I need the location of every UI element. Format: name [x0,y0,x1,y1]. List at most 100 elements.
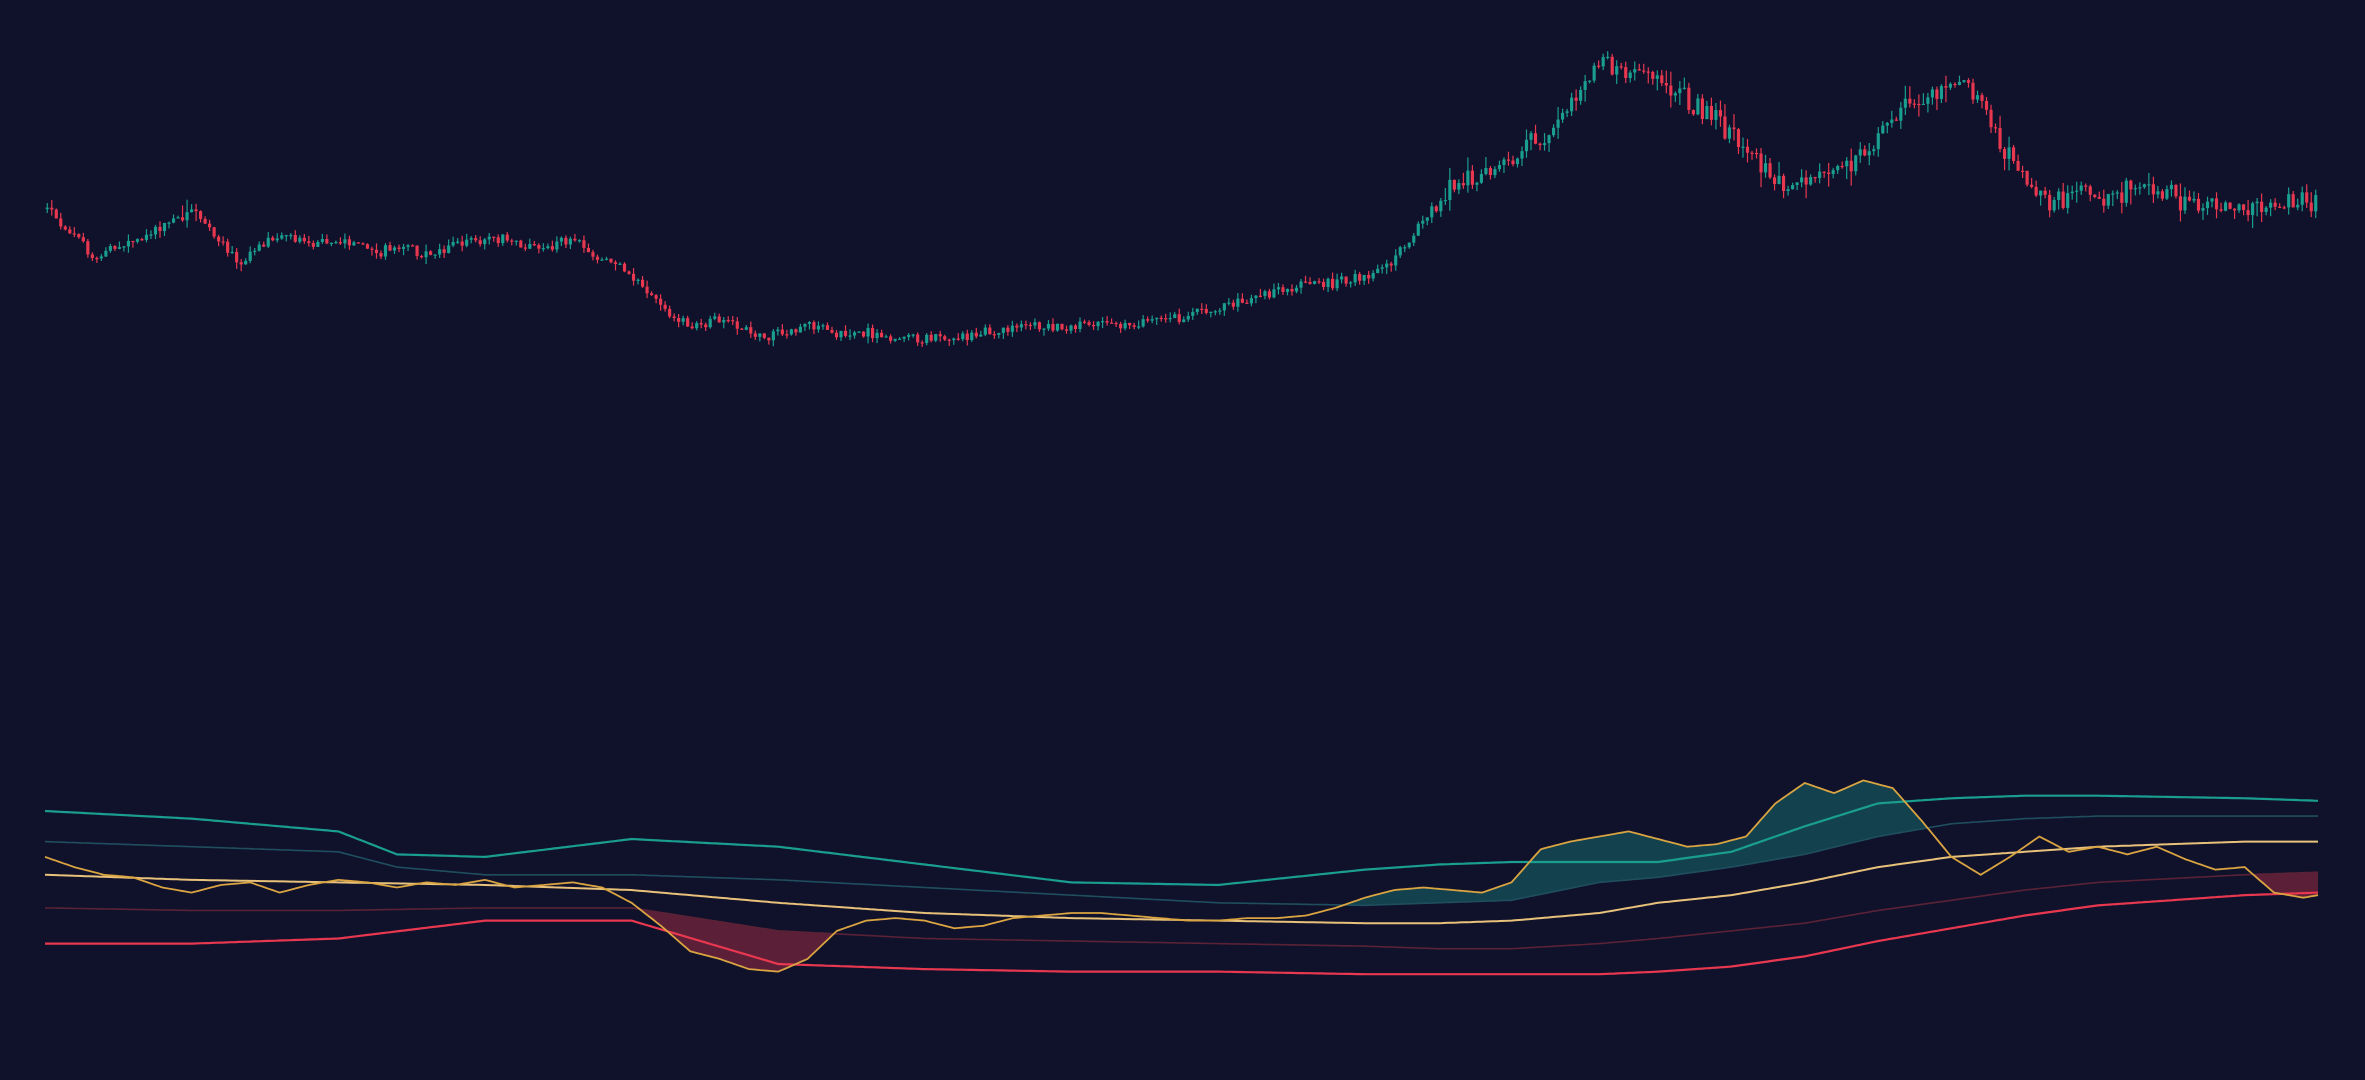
candle [1858,142,1862,163]
candle [821,323,825,330]
candle-body [1371,273,1375,279]
candle [2088,184,2092,202]
candle-body [1551,127,1556,136]
candle-body [1046,323,1051,329]
candle [2282,205,2286,210]
candle-body [1872,149,1876,152]
candle [140,237,144,241]
candle [771,329,775,347]
candle [338,237,342,245]
candle [2097,191,2101,200]
candle-body [1110,322,1114,324]
candle-body [442,249,446,253]
candle-body [1132,325,1136,327]
candle-body [1064,329,1069,331]
candle [1362,274,1366,286]
candle-body [2016,160,2020,171]
candle [1894,116,1898,122]
candle-body [1975,95,1980,100]
candle [1249,294,1253,307]
candle-body [1948,83,1953,88]
indicator-panel [44,779,2319,976]
candle [898,337,902,340]
candle-body [1015,325,1019,328]
candle [1664,70,1668,94]
candle [1340,272,1344,284]
candle [645,280,649,299]
candle [2178,183,2183,222]
candle-body [212,227,216,237]
candle-body [1010,325,1014,332]
candle-body [2264,207,2268,212]
candle [1281,284,1285,295]
candle-body [668,308,672,317]
candle [1019,320,1023,332]
candle-body [239,262,243,265]
candle-body [1191,312,1195,316]
candle-body [492,236,496,238]
candle-body [2057,191,2061,200]
candle [938,330,942,342]
candle [1763,154,1768,178]
candle [1218,308,1222,315]
candle-body [1159,317,1163,320]
candle-body [244,260,248,265]
candle-body [189,209,194,213]
candle [104,247,108,257]
candle-body [1998,128,2002,149]
candle [1037,321,1042,332]
candle-body [113,246,117,249]
candle-body [843,330,848,336]
candle-body [776,329,780,332]
candle-body [86,241,90,255]
candle [1772,174,1777,191]
candle [1642,63,1646,74]
candle [1885,121,1889,134]
candle [1475,181,1479,192]
candle-body [1308,281,1312,284]
candle-body [1240,298,1244,303]
candle-body [1953,83,1957,86]
candle [2260,193,2264,223]
candle [2079,181,2083,195]
candle [884,334,888,338]
candle [2061,182,2065,210]
candle-body [1105,321,1109,323]
candle [2120,181,2124,214]
candle-body [1195,308,1199,313]
candle [1141,315,1145,328]
candle-body [487,236,491,240]
candle [1759,147,1763,188]
candle [2264,205,2268,216]
candle [2021,165,2025,178]
candle-body [1809,177,1813,185]
candle [546,243,550,250]
candle-body [1619,66,1623,68]
candle-body [54,209,58,219]
candle-body [289,235,293,237]
candle-body [1290,288,1294,292]
candle [514,240,518,246]
candle [501,233,505,246]
candle [1010,320,1014,337]
candle [158,221,162,238]
candle [2102,189,2106,213]
candle-body [510,240,514,242]
candle-body [1538,143,1542,146]
candle-body [1403,247,1407,249]
candle-body [1128,322,1132,326]
candle-body [2232,208,2237,211]
candle-body [2291,194,2295,208]
candle-body [1840,165,1844,168]
candle [447,239,451,254]
candle-body [1349,282,1353,284]
candle [659,294,663,311]
candle-body [640,279,645,287]
candle-body [162,222,167,232]
candle [1655,70,1659,91]
candle [866,323,870,344]
candle-body [965,333,969,341]
candle-body [77,234,81,238]
candle [1168,312,1172,323]
candle [654,294,658,304]
